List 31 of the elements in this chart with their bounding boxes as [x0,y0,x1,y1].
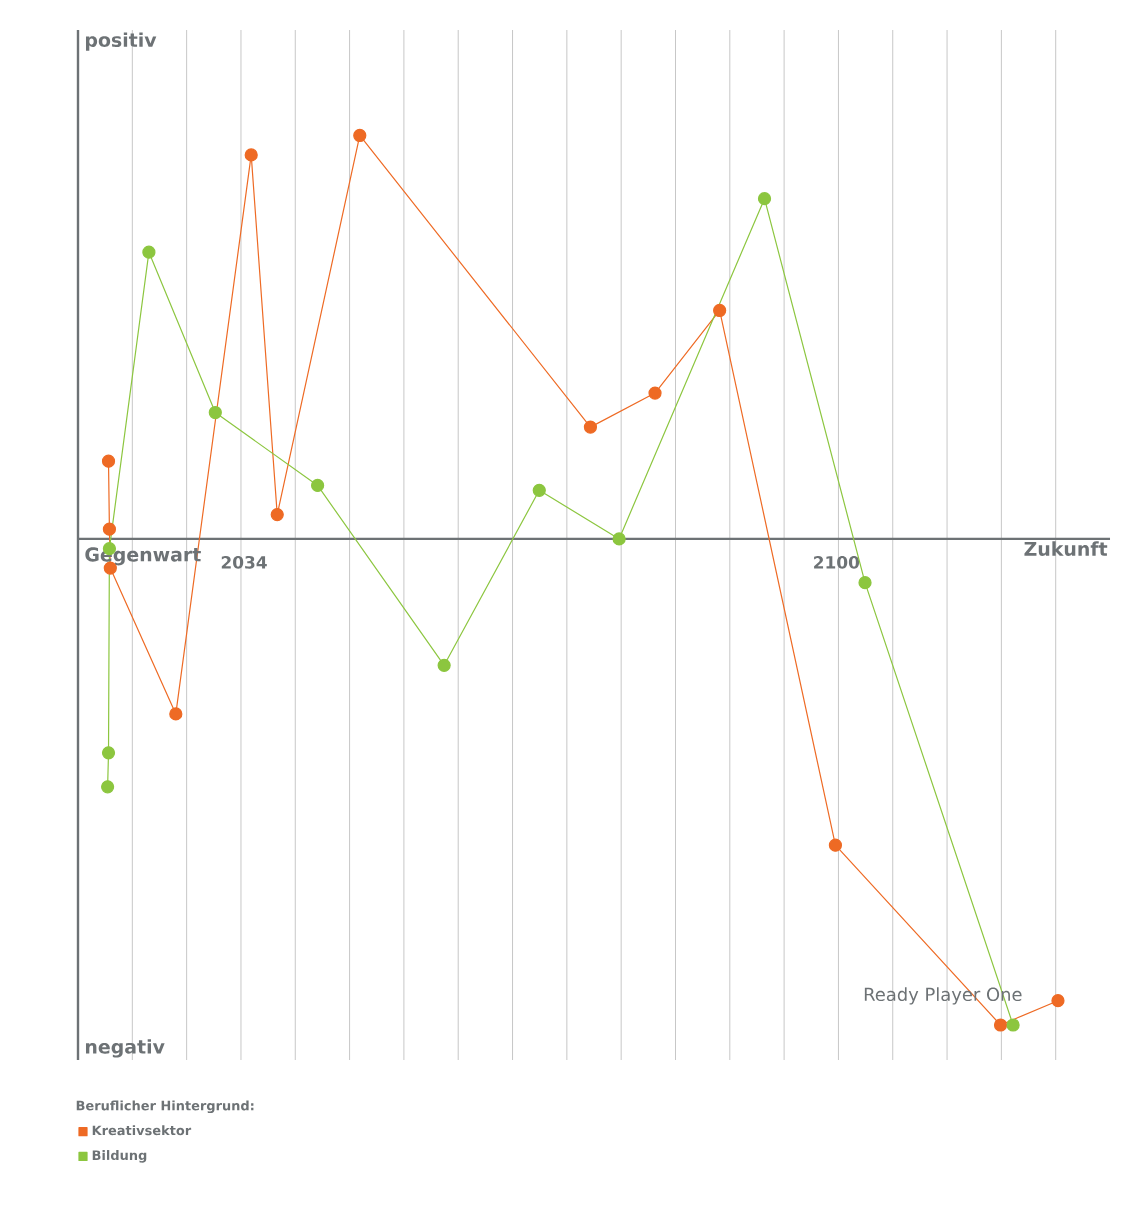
text: negativ [85,1039,165,1058]
point [828,838,843,852]
legend-title: Beruflicher Hintergrund: [76,1100,254,1114]
point [244,148,258,162]
y-axis-title: positiv [85,32,157,51]
point [757,192,772,206]
x-tick-label: 2034 [221,555,267,569]
point [993,1018,1008,1032]
point [648,386,662,400]
x-tick-label: 2100 [814,555,860,569]
point [713,303,727,318]
point [583,420,598,434]
point [612,532,626,546]
point [208,405,222,420]
point [101,780,115,794]
point [270,508,284,522]
point [858,576,872,590]
point [1006,1018,1020,1032]
point [169,707,183,721]
point [102,522,117,536]
point [437,658,451,672]
x-axis-title: Zukunft [1024,541,1108,556]
point [101,746,116,760]
point [101,454,116,468]
point [311,478,325,493]
legend-label: Kreativsektor [92,1125,192,1136]
point [142,245,156,259]
legend-label: Bildung [92,1150,147,1163]
point [353,128,367,143]
point [1051,994,1065,1008]
point [532,483,546,497]
